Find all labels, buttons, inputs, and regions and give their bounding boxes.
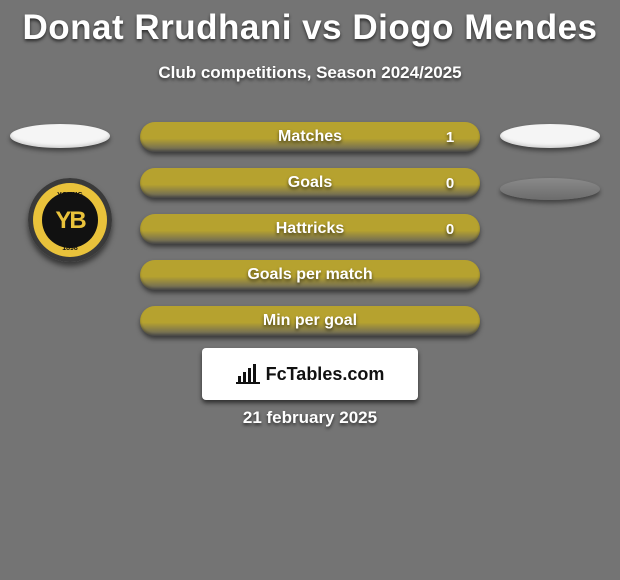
row-gpm-left: [140, 260, 200, 290]
club-logo-right-placeholder: [500, 178, 600, 200]
subtitle: Club competitions, Season 2024/2025: [0, 63, 620, 83]
row-gpm-right: [420, 260, 480, 290]
row-mpg-label: Min per goal: [263, 312, 357, 330]
row-gpm: Goals per match: [140, 260, 480, 290]
row-mpg: Min per goal: [140, 306, 480, 336]
row-mpg-left: [140, 306, 200, 336]
row-hattricks-label: Hattricks: [276, 220, 344, 238]
row-matches-right: 1: [420, 122, 480, 152]
stat-rows: Matches 1 Goals 0 Hattricks 0 Goals per …: [140, 122, 480, 352]
page-root: Donat Rrudhani vs Diogo Mendes Club comp…: [0, 0, 620, 580]
page-title: Donat Rrudhani vs Diogo Mendes: [0, 8, 620, 48]
row-goals-label: Goals: [288, 174, 332, 192]
date-line: 21 february 2025: [0, 408, 620, 428]
row-mpg-right: [420, 306, 480, 336]
row-goals: Goals 0: [140, 168, 480, 198]
row-hattricks-right: 0: [420, 214, 480, 244]
svg-text:1898: 1898: [62, 245, 78, 252]
row-matches-label: Matches: [278, 128, 342, 146]
flag-right: [500, 124, 600, 148]
bar-chart-icon: [236, 364, 260, 384]
row-hattricks-left: [140, 214, 200, 244]
flag-left: [10, 124, 110, 148]
row-goals-left: [140, 168, 200, 198]
brand-box: FcTables.com: [202, 348, 418, 400]
brand-text: FcTables.com: [266, 364, 385, 385]
row-goals-right: 0: [420, 168, 480, 198]
row-matches: Matches 1: [140, 122, 480, 152]
svg-text:YOUNG: YOUNG: [57, 192, 83, 199]
row-gpm-label: Goals per match: [247, 266, 372, 284]
club-logo-left: YOUNG 1898 YB: [28, 178, 112, 262]
row-matches-left: [140, 122, 200, 152]
row-hattricks: Hattricks 0: [140, 214, 480, 244]
svg-text:YB: YB: [55, 207, 86, 234]
